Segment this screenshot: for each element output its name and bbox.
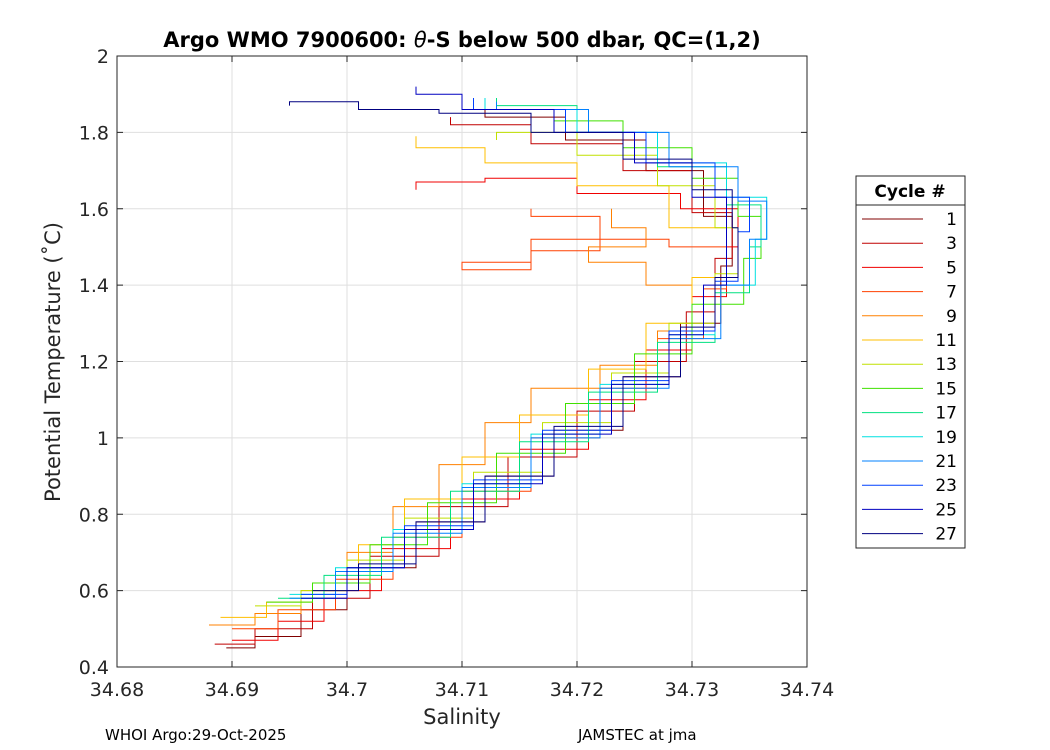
footer-source: WHOI Argo:29-Oct-2025 xyxy=(105,726,287,744)
series-line-cycle-15 xyxy=(266,109,762,603)
x-tick-label: 34.71 xyxy=(435,679,489,701)
legend-label: 11 xyxy=(935,331,957,351)
footer-credit: JAMSTEC at jma xyxy=(578,726,697,744)
y-tick-label: 1 xyxy=(97,428,109,450)
chart-title: Argo WMO 7900600: θ-S below 500 dbar, QC… xyxy=(163,28,760,52)
series-line-cycle-23 xyxy=(301,98,750,595)
legend-label: 13 xyxy=(935,355,957,375)
legend-label: 23 xyxy=(935,476,957,496)
y-axis-label: Potential Temperature (˚C) xyxy=(41,222,65,502)
y-tick-label: 0.8 xyxy=(79,504,109,526)
y-tick-label: 1.6 xyxy=(79,199,109,221)
legend-label: 15 xyxy=(935,379,957,399)
y-tick-label: 1.8 xyxy=(79,122,109,144)
legend-label: 19 xyxy=(935,428,957,448)
legend-label: 5 xyxy=(946,258,957,278)
x-tick-label: 34.69 xyxy=(205,679,259,701)
legend-label: 21 xyxy=(935,452,957,472)
x-tick-label: 34.73 xyxy=(665,679,719,701)
legend-label: 1 xyxy=(946,210,957,230)
x-tick-label: 34.74 xyxy=(780,679,834,701)
y-tick-label: 0.6 xyxy=(79,581,109,603)
series-line-cycle-25 xyxy=(301,86,727,599)
y-tick-label: 0.4 xyxy=(79,657,109,679)
y-tick-label: 1.2 xyxy=(79,352,109,374)
x-axis-label: Salinity xyxy=(423,705,501,729)
legend-label: 7 xyxy=(946,283,957,303)
legend-title: Cycle # xyxy=(874,182,945,202)
legend-label: 3 xyxy=(946,234,957,254)
x-tick-label: 34.72 xyxy=(550,679,604,701)
series-lines xyxy=(209,86,768,649)
legend-box xyxy=(855,175,966,549)
x-tick-label: 34.68 xyxy=(90,679,144,701)
x-tick-label: 34.7 xyxy=(326,679,368,701)
y-tick-label: 2 xyxy=(97,46,109,68)
legend-label: 17 xyxy=(935,404,957,424)
x-axis-ticks: 34.68 34.69 34.7 34.71 34.72 34.73 34.74 xyxy=(90,56,834,701)
y-tick-label: 1.4 xyxy=(79,275,109,297)
y-axis-ticks: 0.4 0.6 0.8 1 1.2 1.4 1.6 1.8 2 xyxy=(79,46,807,679)
legend-label: 27 xyxy=(935,525,957,545)
series-line-cycle-27 xyxy=(289,101,739,592)
legend-label: 9 xyxy=(946,307,957,327)
legend-label: 25 xyxy=(935,500,957,520)
